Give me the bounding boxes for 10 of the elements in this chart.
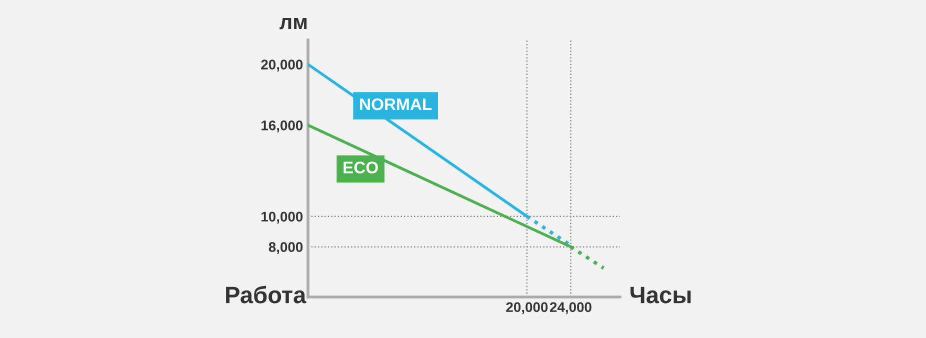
series-label: ECO xyxy=(344,162,378,174)
y-tick-label: 8,000 xyxy=(268,242,303,254)
y-tick-label: 20,000 xyxy=(261,60,303,72)
x-tick-label: 24,000 xyxy=(550,302,592,314)
text: Работа xyxy=(226,286,306,304)
x-axis-title: Часы xyxy=(630,286,691,304)
y-tick-label: 10,000 xyxy=(262,212,303,224)
y-tick-label: 16,000 xyxy=(262,120,303,132)
y-axis-title: лм xyxy=(280,18,307,30)
series-label: NORMAL xyxy=(360,98,432,110)
